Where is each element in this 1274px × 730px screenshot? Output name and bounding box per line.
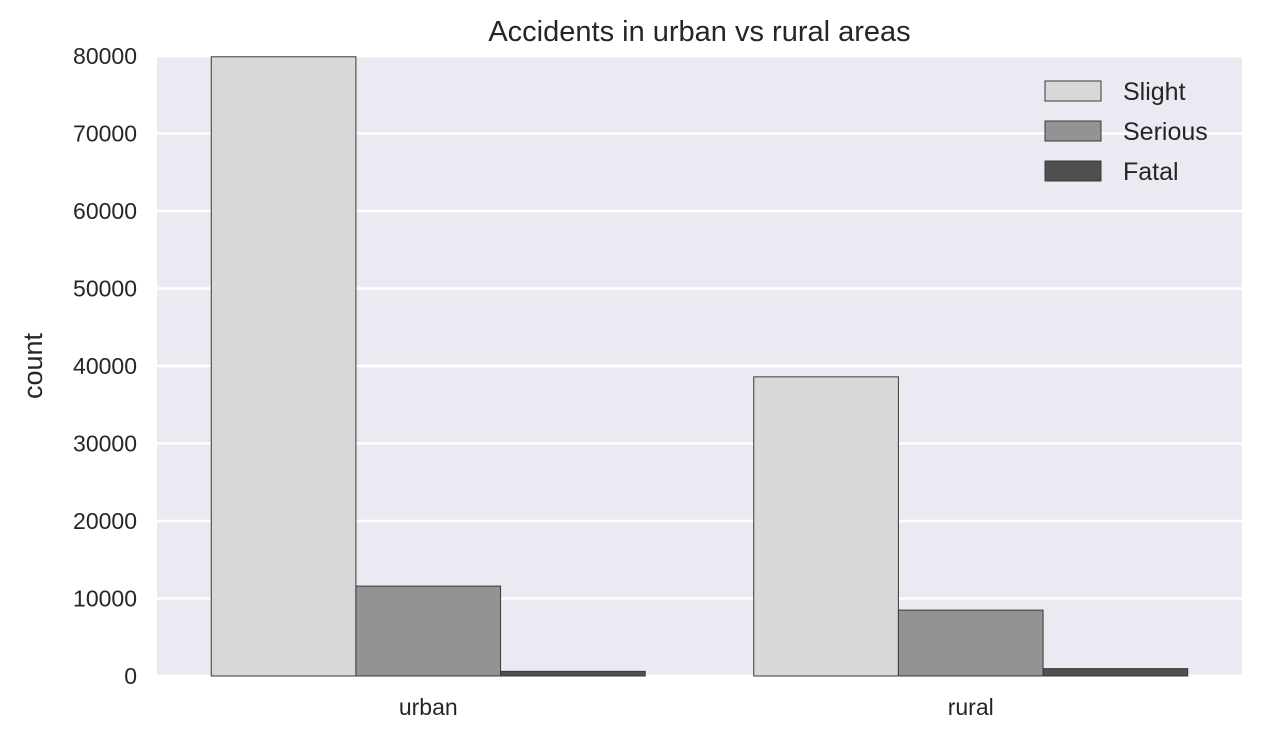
x-tick-label: urban: [399, 694, 458, 720]
y-tick-label: 70000: [73, 121, 137, 147]
bar-rural-fatal: [1042, 668, 1189, 677]
y-tick-label: 30000: [73, 431, 137, 457]
y-axis-label: count: [18, 332, 48, 399]
legend-label-slight: Slight: [1123, 78, 1186, 106]
bar-urban-fatal: [500, 670, 646, 677]
y-tick-label: 80000: [73, 43, 137, 69]
bar-urban-serious: [355, 585, 502, 677]
y-tick-label: 20000: [73, 508, 137, 534]
legend-swatch-fatal: [1044, 160, 1102, 182]
x-tick-label: rural: [948, 694, 994, 720]
chart-title: Accidents in urban vs rural areas: [488, 16, 910, 48]
bar-rural-slight: [753, 376, 899, 677]
legend-swatch-serious: [1044, 120, 1102, 142]
bars: [210, 56, 1189, 677]
y-axis-ticks: 0 10000 20000 30000 40000 50000 60000 70000 8000…: [73, 43, 137, 689]
y-tick-label: 50000: [73, 276, 137, 302]
y-tick-label: 10000: [73, 586, 137, 612]
y-tick-label: 40000: [73, 353, 137, 379]
bar-rural-serious: [897, 609, 1044, 677]
bar-urban-slight: [210, 56, 357, 677]
y-tick-label: 60000: [73, 198, 137, 224]
legend-label-fatal: Fatal: [1123, 158, 1179, 186]
legend-label-serious: Serious: [1123, 118, 1208, 146]
x-axis-ticks: urban rural: [399, 694, 994, 720]
y-tick-label: 0: [124, 663, 137, 689]
legend: Slight Serious Fatal: [1044, 78, 1208, 186]
legend-swatch-slight: [1044, 80, 1102, 102]
